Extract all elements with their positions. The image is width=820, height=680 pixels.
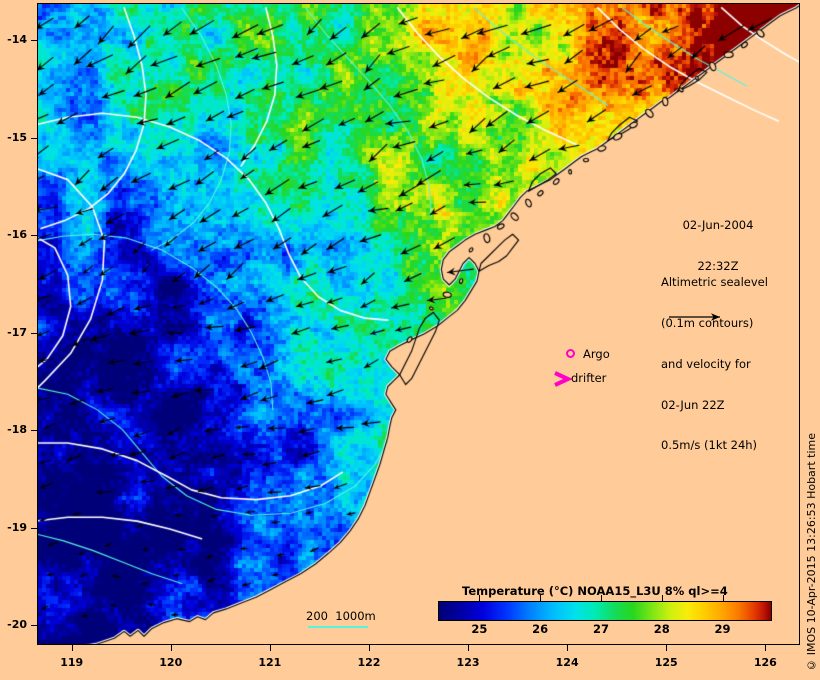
colorbar: Temperature (°C) NOAA15_L3U 8% ql>=4 25 2… <box>438 584 788 644</box>
colorbar-tick-label: 27 <box>592 622 609 636</box>
y-tick-label: -20 <box>7 618 27 632</box>
x-tick-label: 124 <box>555 656 579 669</box>
y-tick-label: -16 <box>7 228 27 242</box>
x-tick-label: 121 <box>258 656 282 669</box>
x-tick-label: 119 <box>60 656 84 669</box>
altimetry-line-4: 02-Jun 22Z <box>661 397 725 412</box>
y-tick <box>31 625 37 627</box>
colorbar-tick <box>600 595 602 601</box>
annotation-date: 02-Jun-2004 <box>682 218 754 232</box>
colorbar-tick-label: 25 <box>471 622 488 636</box>
x-tick <box>368 645 370 651</box>
y-tick <box>31 430 37 432</box>
datetime-annotation: 02-Jun-2004 22:32Z <box>663 192 773 300</box>
x-tick-label: 120 <box>159 656 183 669</box>
y-tick-label: -15 <box>7 130 27 144</box>
overlay-vectors-and-contours <box>38 4 799 644</box>
annotation-time: 22:32Z <box>697 258 739 273</box>
altimetry-legend: Altimetric sealevel (0.1m contours) and … <box>661 249 768 480</box>
y-tick-label: -18 <box>7 423 27 437</box>
colorbar-title: Temperature (°C) NOAA15_L3U 8% ql>=4 <box>462 584 728 598</box>
x-tick <box>765 645 767 651</box>
x-tick <box>71 645 73 651</box>
y-tick <box>31 527 37 529</box>
x-tick <box>666 645 668 651</box>
colorbar-tick-label: 29 <box>714 622 731 636</box>
x-tick-label: 125 <box>654 656 678 669</box>
colorbar-tick <box>661 595 663 601</box>
argo-marker-icon <box>566 349 575 358</box>
colorbar-tick <box>722 595 724 601</box>
argo-legend-label: Argo <box>583 347 610 361</box>
x-tick-label: 126 <box>753 656 777 669</box>
altimetry-line-3: and velocity for <box>661 356 751 371</box>
y-tick <box>31 137 37 139</box>
colorbar-tick <box>479 595 481 601</box>
y-tick-label: -14 <box>7 33 27 47</box>
x-tick <box>468 645 470 651</box>
colorbar-tick-label: 26 <box>532 622 549 636</box>
altimetry-line-1: Altimetric sealevel <box>661 275 768 290</box>
drifter-legend-label: drifter <box>571 371 607 385</box>
x-tick <box>567 645 569 651</box>
bathymetry-legend-line <box>308 626 368 628</box>
colorbar-tick-label: 28 <box>653 622 670 636</box>
bathymetry-legend-label: 200 1000m <box>306 609 376 623</box>
map-plot-area[interactable]: 02-Jun-2004 22:32Z Altimetric sealevel (… <box>37 3 800 645</box>
x-tick <box>269 645 271 651</box>
y-tick-label: -17 <box>7 325 27 339</box>
colorbar-tick <box>540 595 542 601</box>
x-tick-label: 122 <box>357 656 381 669</box>
y-tick <box>31 235 37 237</box>
altimetry-line-5: 0.5m/s (1kt 24h) <box>661 438 758 453</box>
drifter-marker-icon <box>554 371 573 387</box>
y-tick-label: -19 <box>7 520 27 534</box>
y-tick <box>31 332 37 334</box>
x-tick-label: 123 <box>456 656 480 669</box>
velocity-scale-arrow-icon <box>669 313 720 321</box>
y-tick <box>31 40 37 42</box>
colorbar-gradient <box>438 601 772 621</box>
x-tick <box>170 645 172 651</box>
imos-credit: © IMOS 10-Apr-2015 13:26:53 Hobart time <box>805 433 818 672</box>
